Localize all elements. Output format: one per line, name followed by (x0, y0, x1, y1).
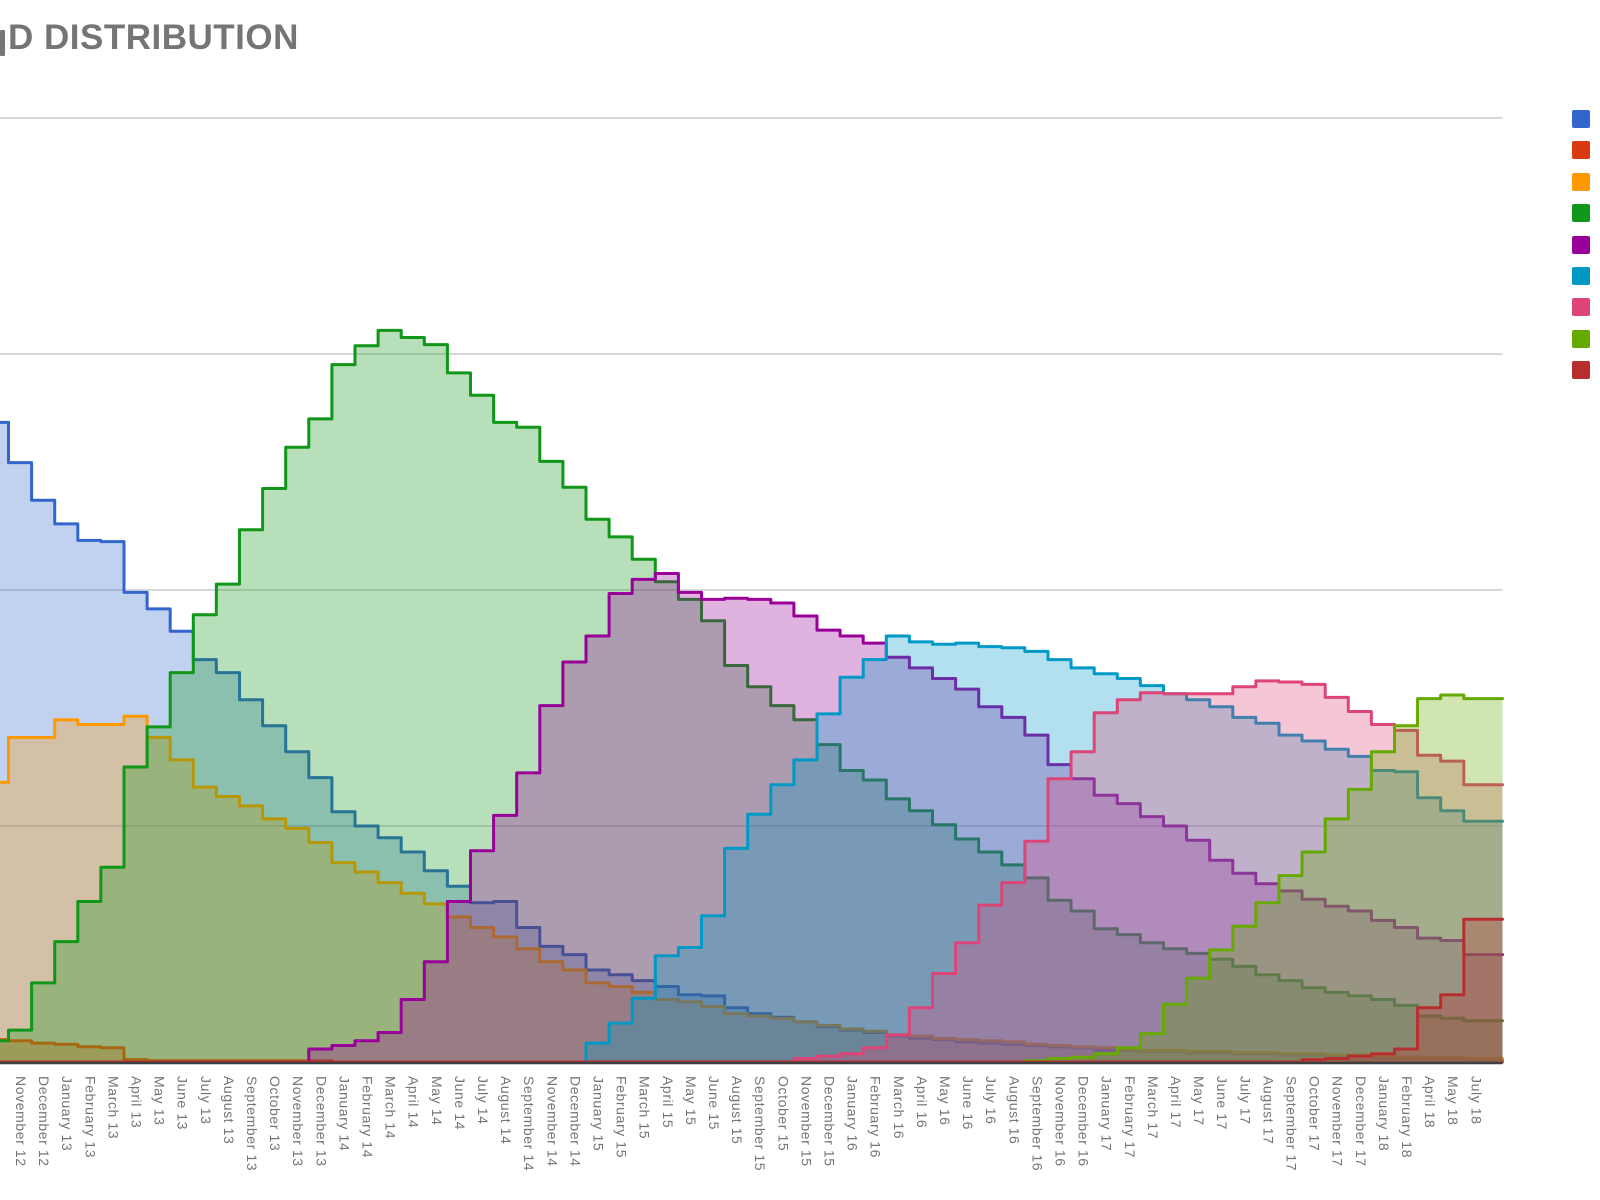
series-3-orange-area[interactable] (0, 716, 1503, 1062)
x-label-february-17: February 17 (1122, 1076, 1138, 1158)
x-label-march-13: March 13 (105, 1076, 121, 1139)
x-label-june-14: June 14 (452, 1076, 468, 1130)
x-label-august-15: August 15 (729, 1076, 745, 1144)
series-3-orange-line[interactable] (0, 714, 1504, 1060)
x-label-august-17: August 17 (1260, 1076, 1276, 1144)
legend-swatch-series-7-pink (1572, 298, 1590, 317)
x-label-march-14: March 14 (383, 1076, 399, 1139)
x-label-february-18: February 18 (1399, 1076, 1415, 1158)
x-label-april-15: April 15 (660, 1076, 676, 1128)
chart-title: D DISTRIBUTION (8, 18, 299, 57)
x-label-june-17: June 17 (1214, 1076, 1230, 1130)
x-label-march-15: March 15 (637, 1076, 653, 1139)
legend-swatch-series-1-blue (1572, 110, 1590, 128)
x-label-march-16: March 16 (891, 1076, 907, 1139)
x-label-june-15: June 15 (706, 1076, 722, 1130)
legend-swatch-series-5-purple (1572, 235, 1590, 254)
x-label-march-17: March 17 (1145, 1076, 1161, 1139)
x-label-july-17: July 17 (1237, 1076, 1253, 1125)
series-6-cyan-area[interactable] (0, 636, 1503, 1062)
x-label-may-17: May 17 (1191, 1076, 1207, 1126)
x-label-august-14: August 14 (498, 1076, 514, 1144)
x-label-april-14: April 14 (406, 1076, 422, 1128)
x-label-january-14: January 14 (336, 1076, 352, 1151)
x-label-february-14: February 14 (360, 1076, 376, 1158)
x-label-september-15: September 15 (752, 1076, 768, 1171)
x-label-january-13: January 13 (59, 1076, 75, 1151)
series-4-green-line[interactable] (0, 328, 1504, 1047)
legend-swatch-series-8-light-green (1572, 329, 1590, 348)
x-label-july-14: July 14 (475, 1076, 491, 1125)
x-label-february-16: February 16 (868, 1076, 884, 1158)
x-label-october-13: October 13 (267, 1076, 283, 1151)
x-label-february-15: February 15 (614, 1076, 630, 1158)
x-label-april-13: April 13 (129, 1076, 145, 1128)
x-label-september-14: September 14 (521, 1076, 537, 1171)
x-label-january-16: January 16 (845, 1076, 861, 1151)
x-label-january-17: January 17 (1099, 1076, 1115, 1151)
legend-swatch-series-6-cyan (1572, 267, 1590, 285)
series-5-purple-line[interactable] (0, 572, 1504, 1064)
x-label-january-18: January 18 (1376, 1076, 1392, 1151)
x-label-june-16: June 16 (960, 1076, 976, 1130)
series-7-pink-area[interactable] (0, 680, 1503, 1062)
x-label-april-17: April 17 (1168, 1076, 1184, 1128)
x-label-december-16: December 16 (1076, 1076, 1092, 1167)
legend-swatch-series-3-orange (1572, 172, 1590, 191)
legend-swatch-series-9-dark-red (1572, 361, 1590, 380)
x-label-november-15: November 15 (798, 1076, 814, 1167)
x-axis-labels: November 12 December 12 January 13 February… (13, 1076, 1484, 1171)
x-label-august-13: August 13 (221, 1076, 237, 1144)
x-label-february-13: February 13 (82, 1076, 98, 1158)
legend-swatch-series-2-red (1572, 141, 1590, 160)
x-label-december-14: December 14 (567, 1076, 583, 1167)
x-label-november-17: November 17 (1330, 1076, 1346, 1167)
x-label-december-15: December 15 (822, 1076, 838, 1167)
x-label-october-15: October 15 (775, 1076, 791, 1151)
x-label-december-12: December 12 (36, 1076, 52, 1167)
x-label-september-17: September 17 (1284, 1076, 1300, 1171)
gridlines (0, 117, 1503, 827)
x-label-january-15: January 15 (591, 1076, 607, 1151)
x-label-december-13: December 13 (313, 1076, 329, 1167)
title-clipped-letter-fragment (0, 30, 5, 56)
x-label-june-13: June 13 (175, 1076, 191, 1130)
x-label-july-16: July 16 (983, 1076, 999, 1125)
x-label-november-14: November 14 (544, 1076, 560, 1167)
series-4-green-area[interactable] (0, 330, 1503, 1062)
chart-legend (1572, 0, 1600, 1200)
x-label-december-17: December 17 (1353, 1076, 1369, 1167)
x-label-april-18: April 18 (1422, 1076, 1438, 1128)
x-label-may-16: May 16 (937, 1076, 953, 1126)
x-label-may-15: May 15 (683, 1076, 699, 1126)
x-label-november-13: November 13 (290, 1076, 306, 1167)
legend-swatch-series-4-green (1572, 204, 1590, 223)
x-label-september-16: September 16 (1029, 1076, 1045, 1171)
x-label-november-16: November 16 (1053, 1076, 1069, 1167)
x-label-may-18: May 18 (1445, 1076, 1461, 1126)
x-label-november-12: November 12 (13, 1076, 29, 1167)
x-label-may-14: May 14 (429, 1076, 445, 1126)
series-8-light-green-area[interactable] (0, 695, 1503, 1062)
x-label-august-16: August 16 (1006, 1076, 1022, 1144)
x-label-july-18: July 18 (1468, 1076, 1484, 1125)
series-1-blue-area[interactable] (0, 404, 1503, 1062)
x-label-april-16: April 16 (914, 1076, 930, 1128)
x-label-may-13: May 13 (152, 1076, 168, 1126)
x-label-october-17: October 17 (1307, 1076, 1323, 1151)
x-label-july-13: July 13 (198, 1076, 214, 1125)
series-5-purple-area[interactable] (0, 573, 1503, 1063)
x-label-september-13: September 13 (244, 1076, 260, 1171)
